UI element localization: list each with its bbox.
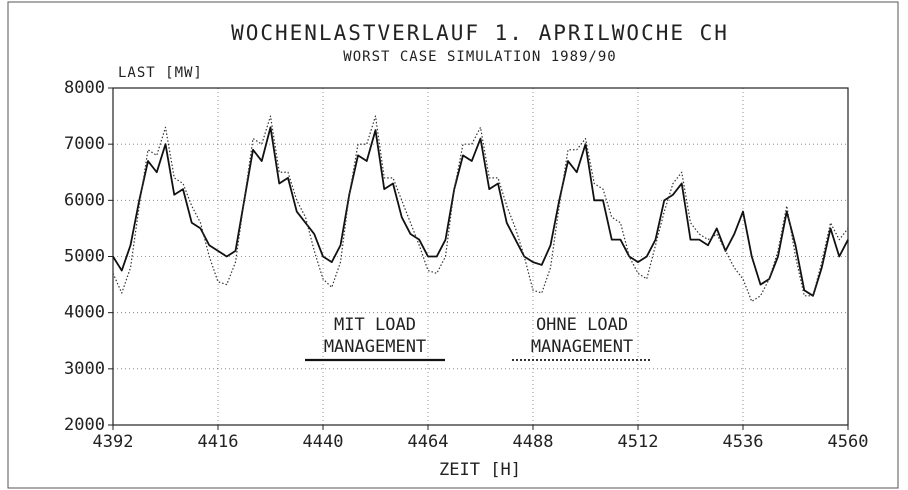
y-tick-label: 5000	[64, 247, 105, 267]
x-tick-label: 4464	[408, 432, 449, 452]
y-axis-title: LAST [MW]	[118, 65, 203, 81]
x-tick-label: 4440	[303, 432, 344, 452]
y-tick-label: 4000	[64, 303, 105, 323]
series-line	[112, 115, 849, 303]
frame	[7, 1, 899, 489]
x-tick-label: 4536	[723, 432, 764, 452]
chart-subtitle: WORST CASE SIMULATION 1989/90	[343, 49, 616, 65]
x-tick-label: 4392	[93, 432, 134, 452]
x-tick-label: 4416	[198, 432, 239, 452]
y-tick-label: 2000	[64, 415, 105, 435]
x-tick-label: 4560	[828, 432, 869, 452]
x-tick-label: 4488	[513, 432, 554, 452]
y-tick-label: 8000	[64, 78, 105, 98]
y-tick-label: 7000	[64, 134, 105, 154]
x-axis-title: ZEIT [H]	[439, 460, 521, 480]
y-tick-label: 6000	[64, 190, 105, 210]
chart-title: WOCHENLASTVERLAUF 1. APRILWOCHE CH	[231, 21, 729, 45]
series-line	[112, 126, 849, 297]
x-tick-label: 4512	[618, 432, 659, 452]
y-tick-label: 3000	[64, 359, 105, 379]
legend-label: OHNE LOAD MANAGEMENT	[531, 315, 633, 357]
legend-label: MIT LOAD MANAGEMENT	[324, 315, 426, 357]
